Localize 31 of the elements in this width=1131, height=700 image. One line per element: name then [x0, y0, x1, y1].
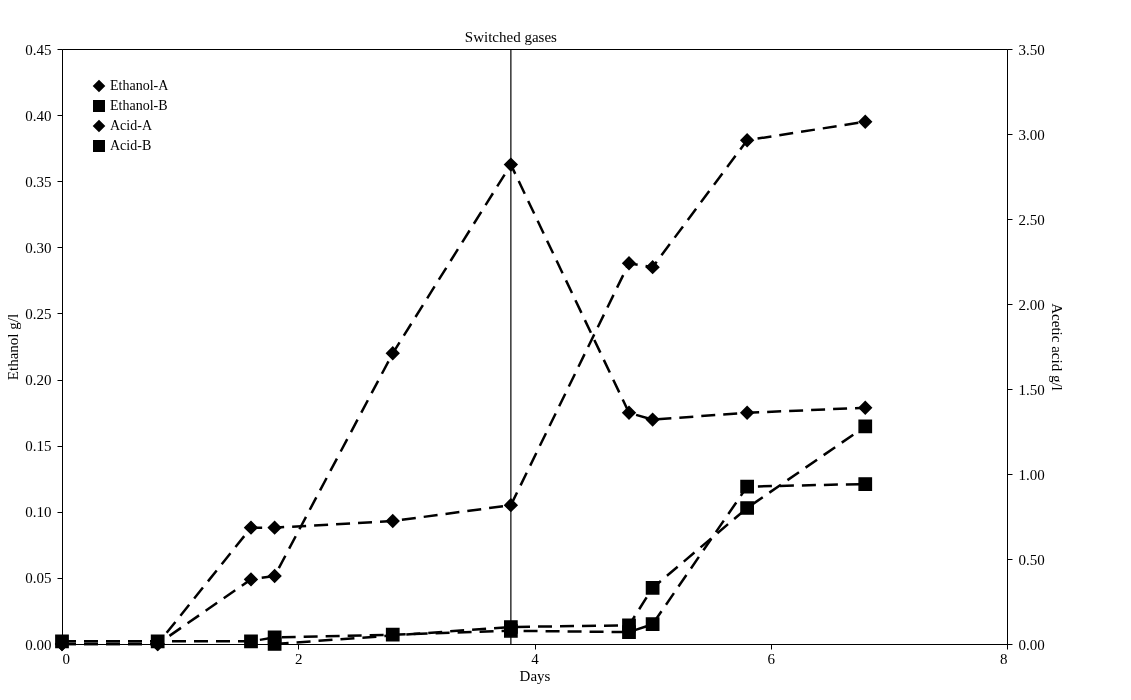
y2-tick-label: 1.50: [1018, 381, 1045, 398]
y2-tick-label: 0.00: [1018, 636, 1045, 653]
legend-label: Ethanol-A: [110, 78, 170, 93]
y-tick-label: 0.45: [25, 41, 52, 58]
y-tick-label: 0.40: [25, 107, 52, 124]
ref-line-label: Switched gases: [464, 29, 558, 45]
x-tick-label: 6: [767, 650, 776, 667]
y2-tick-label: 2.50: [1018, 211, 1045, 228]
x-tick-label: 8: [1000, 650, 1008, 667]
legend-label: Acid-A: [110, 118, 153, 133]
y-tick-label: 0.25: [25, 305, 52, 322]
legend-label: Acid-B: [110, 138, 152, 153]
x-axis-title: Days: [519, 667, 551, 684]
y2-tick-label: 1.00: [1018, 466, 1045, 483]
x-tick-label: 0: [62, 650, 70, 667]
y-tick-label: 0.15: [25, 438, 52, 455]
y-tick-label: 0.00: [25, 636, 52, 653]
y2-axis-title: Acetic acid g/l: [1048, 303, 1065, 391]
y-tick-label: 0.10: [25, 504, 52, 521]
x-tick-label: 2: [295, 650, 303, 667]
y-tick-label: 0.30: [25, 239, 52, 256]
y-tick-label: 0.35: [25, 173, 52, 190]
y2-tick-label: 2.00: [1018, 296, 1045, 313]
y2-tick-label: 3.00: [1018, 126, 1045, 143]
y-tick-label: 0.20: [25, 372, 52, 389]
x-tick-label: 4: [531, 650, 540, 667]
y2-tick-label: 3.50: [1018, 41, 1045, 58]
legend-label: Ethanol-B: [110, 98, 168, 113]
y-axis-title: Ethanol g/l: [5, 313, 22, 381]
y-tick-label: 0.05: [25, 570, 52, 587]
y2-tick-label: 0.50: [1018, 551, 1045, 568]
